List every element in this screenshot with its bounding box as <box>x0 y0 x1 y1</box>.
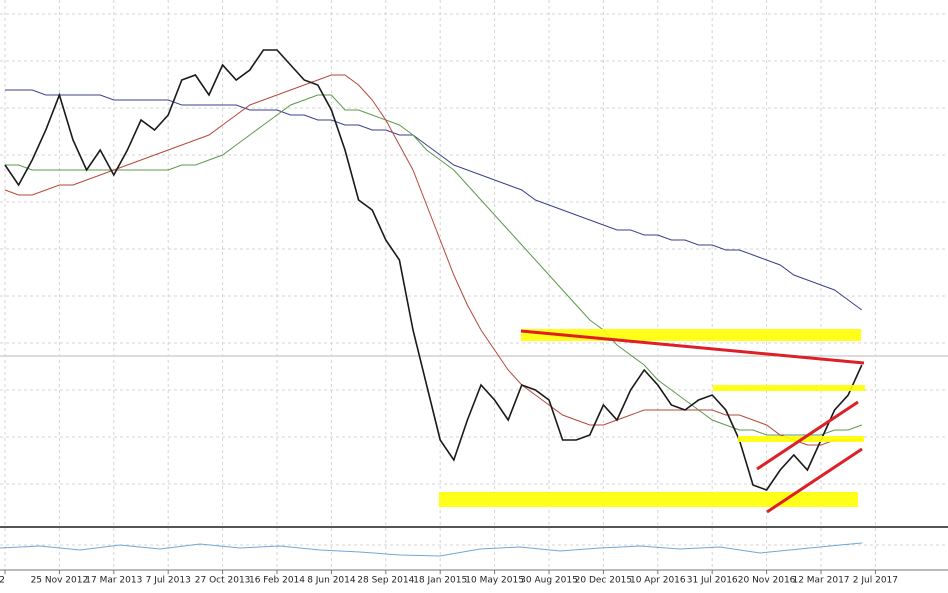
horizontal-grid <box>0 13 948 485</box>
x-tick-label: 2 Jul 2017 <box>853 576 898 586</box>
channel-line <box>766 447 863 514</box>
x-tick-label: 27 Oct 2013 <box>195 576 251 586</box>
x-tick-label: 28 Sep 2014 <box>357 576 414 586</box>
level-band <box>713 385 865 391</box>
x-tick-label: 31 Jul 2016 <box>687 576 738 586</box>
x-tick-label: 20 Nov 2016 <box>738 576 796 586</box>
moving-average-line <box>5 94 862 436</box>
annotations <box>439 329 865 514</box>
price-line <box>4 49 863 491</box>
moving-average-line <box>5 89 863 311</box>
x-tick-label: 7 Jul 2013 <box>146 576 191 586</box>
x-tick-label: 16 Feb 2014 <box>249 576 305 586</box>
channel-line <box>756 400 859 471</box>
x-tick-label: 8 Jun 2014 <box>307 576 356 586</box>
trend-line <box>520 329 865 365</box>
support-band <box>439 492 858 507</box>
oscillator-line <box>0 542 863 557</box>
moving-average-line <box>4 74 862 446</box>
x-tick-label: 25 Nov 2012 <box>31 576 89 586</box>
x-tick-label: 30 Aug 2015 <box>520 576 578 586</box>
x-tick-label: 18 Jan 2015 <box>413 576 467 586</box>
x-tick-label: 2012 <box>0 576 5 586</box>
x-tick-label: 20 Dec 2015 <box>575 576 633 586</box>
x-tick-label: 12 Mar 2017 <box>792 576 849 586</box>
x-tick-label: 10 Apr 2016 <box>630 576 686 586</box>
x-tick-label: 17 Mar 2013 <box>85 576 142 586</box>
x-tick-label: 10 May 2015 <box>465 576 524 586</box>
